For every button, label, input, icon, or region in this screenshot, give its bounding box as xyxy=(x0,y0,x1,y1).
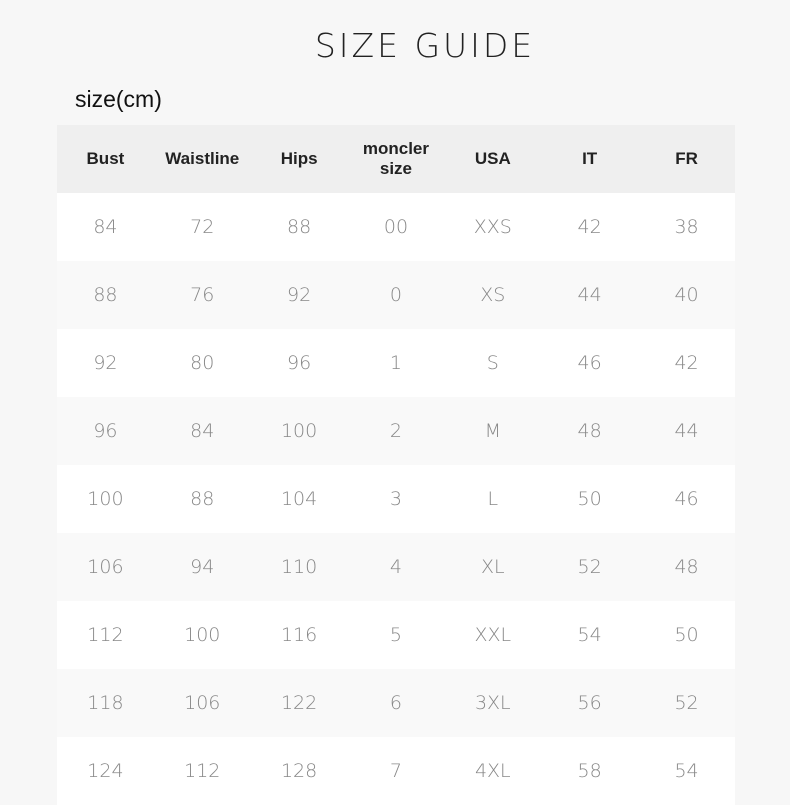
table-cell: 54 xyxy=(541,601,639,669)
table-cell: 46 xyxy=(541,329,639,397)
table-cell: 116 xyxy=(250,601,348,669)
table-cell: 3XL xyxy=(444,669,542,737)
table-cell: 4 xyxy=(347,533,445,601)
table-cell: 88 xyxy=(153,465,251,533)
table-cell: 2 xyxy=(347,397,445,465)
table-cell: 122 xyxy=(250,669,348,737)
table-cell: 128 xyxy=(250,737,348,805)
table-cell: 40 xyxy=(638,261,735,329)
table-cell: 106 xyxy=(57,533,154,601)
table-cell: 6 xyxy=(347,669,445,737)
table-cell: 106 xyxy=(153,669,251,737)
table-cell: 44 xyxy=(541,261,639,329)
table-row: 92 80 96 1 S 46 42 xyxy=(57,329,735,397)
table-cell: 42 xyxy=(541,193,639,261)
table-cell: 100 xyxy=(250,397,348,465)
table-cell: S xyxy=(444,329,542,397)
table-row: 118 106 122 6 3XL 56 52 xyxy=(57,669,735,737)
table-cell: 72 xyxy=(153,193,251,261)
table-cell: 112 xyxy=(57,601,154,669)
table-cell: 52 xyxy=(638,669,735,737)
table-cell: 56 xyxy=(541,669,639,737)
table-row: 124 112 128 7 4XL 58 54 xyxy=(57,737,735,805)
table-cell: 84 xyxy=(153,397,251,465)
column-header: IT xyxy=(541,125,639,193)
table-cell: 5 xyxy=(347,601,445,669)
table-cell: 80 xyxy=(153,329,251,397)
table-cell: 54 xyxy=(638,737,735,805)
table-cell: 88 xyxy=(57,261,154,329)
table-cell: 112 xyxy=(153,737,251,805)
column-header: moncler size xyxy=(347,125,445,193)
table-cell: 84 xyxy=(57,193,154,261)
table-cell: 52 xyxy=(541,533,639,601)
column-header: Waistline xyxy=(153,125,251,193)
table-cell: L xyxy=(444,465,542,533)
table-cell: 50 xyxy=(541,465,639,533)
table-cell: 100 xyxy=(153,601,251,669)
table-cell: 1 xyxy=(347,329,445,397)
table-cell: 48 xyxy=(541,397,639,465)
table-cell: 0 xyxy=(347,261,445,329)
table-cell: 3 xyxy=(347,465,445,533)
table-row: 112 100 116 5 XXL 54 50 xyxy=(57,601,735,669)
table-cell: 96 xyxy=(57,397,154,465)
table-cell: 46 xyxy=(638,465,735,533)
table-cell: 118 xyxy=(57,669,154,737)
table-cell: 124 xyxy=(57,737,154,805)
column-header: FR xyxy=(638,125,735,193)
table-cell: XXS xyxy=(444,193,542,261)
column-header: Bust xyxy=(57,125,154,193)
unit-label: size(cm) xyxy=(75,86,162,112)
table-cell: XS xyxy=(444,261,542,329)
table-cell: 58 xyxy=(541,737,639,805)
table-cell: 48 xyxy=(638,533,735,601)
column-header: USA xyxy=(444,125,542,193)
table-cell: M xyxy=(444,397,542,465)
table-cell: 00 xyxy=(347,193,445,261)
table-row: 96 84 100 2 M 48 44 xyxy=(57,397,735,465)
column-header: Hips xyxy=(250,125,348,193)
table-row: 84 72 88 00 XXS 42 38 xyxy=(57,193,735,261)
table-cell: 92 xyxy=(57,329,154,397)
table-header-row: Bust Waistline Hips moncler size USA IT FR xyxy=(57,125,735,193)
table-cell: 110 xyxy=(250,533,348,601)
table-cell: 76 xyxy=(153,261,251,329)
table-cell: 104 xyxy=(250,465,348,533)
table-cell: 7 xyxy=(347,737,445,805)
table-cell: 4XL xyxy=(444,737,542,805)
size-table: Bust Waistline Hips moncler size USA IT FR 84 7… xyxy=(57,125,735,805)
table-cell: 44 xyxy=(638,397,735,465)
table-row: 88 76 92 0 XS 44 40 xyxy=(57,261,735,329)
table-row: 100 88 104 3 L 50 46 xyxy=(57,465,735,533)
table-cell: 96 xyxy=(250,329,348,397)
table-cell: 42 xyxy=(638,329,735,397)
table-cell: XL xyxy=(444,533,542,601)
table-row: 106 94 110 4 XL 52 48 xyxy=(57,533,735,601)
page-title: SIZE GUIDE xyxy=(314,26,536,65)
table-cell: 38 xyxy=(638,193,735,261)
table-cell: 92 xyxy=(250,261,348,329)
table-cell: 50 xyxy=(638,601,735,669)
table-cell: XXL xyxy=(444,601,542,669)
table-cell: 88 xyxy=(250,193,348,261)
table-cell: 100 xyxy=(57,465,154,533)
table-cell: 94 xyxy=(153,533,251,601)
